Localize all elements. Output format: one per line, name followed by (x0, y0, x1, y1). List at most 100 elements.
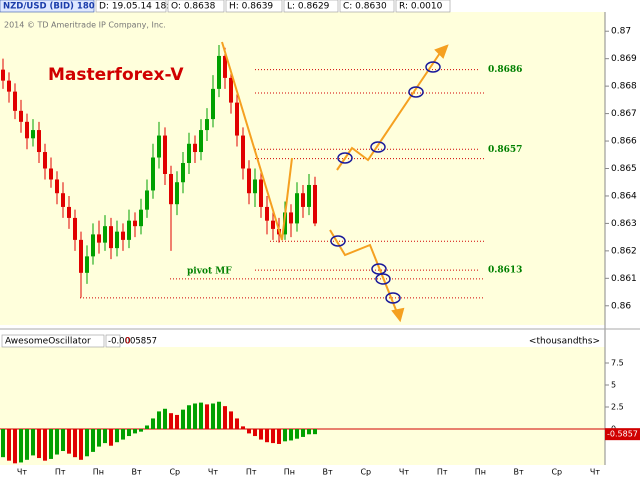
price-panel (0, 12, 605, 325)
symbol: NZD/USD (BID) 180 d 2h (3, 2, 119, 12)
header-box (339, 0, 395, 13)
osc-bar (139, 429, 143, 432)
osc-bar (121, 429, 125, 440)
candle-body (295, 193, 299, 224)
candle-body (55, 179, 59, 194)
osc-bar (19, 429, 23, 463)
candle-body (271, 220, 275, 229)
candle-body (163, 135, 167, 174)
header-date: D: 19.05.14 18:00 (99, 2, 181, 12)
x-tick-label: Пт (437, 468, 448, 477)
current-value-label: -0.5857 (607, 430, 638, 439)
candle-body (139, 209, 143, 227)
osc-bar (271, 429, 275, 444)
candle-body (223, 55, 227, 78)
osc-bar (283, 429, 287, 442)
candle-body (13, 91, 17, 111)
level-label: 0.8686 (488, 65, 522, 75)
candle-body (247, 168, 251, 194)
x-tick-label: Вт (323, 468, 333, 477)
header-box (395, 0, 451, 13)
osc-bar (103, 429, 107, 444)
osc-bar (79, 429, 83, 460)
osc-title-box (1, 334, 105, 348)
osc-bar (217, 401, 221, 430)
y-tick-label: 7.5 (611, 359, 624, 368)
marker-ellipse (370, 141, 386, 153)
osc-bar (61, 429, 65, 452)
osc-bar (31, 429, 35, 456)
candle-body (259, 179, 263, 207)
osc-bar (223, 406, 227, 430)
marker-ellipse (425, 61, 441, 73)
osc-bar (181, 409, 185, 430)
osc-bar (25, 429, 29, 460)
wave-projection-up (336, 49, 443, 171)
candle-body (229, 77, 233, 103)
candle-body (85, 256, 89, 273)
osc-bar (73, 429, 77, 458)
candle-body (301, 193, 305, 207)
candle-body (241, 135, 245, 169)
symbol-box (0, 0, 95, 13)
osc-bar (109, 429, 113, 446)
candle-body (313, 184, 317, 224)
y-tick-label: 0.861 (611, 274, 637, 284)
osc-bar (169, 413, 173, 430)
y-tick-label: 5 (611, 381, 616, 390)
candle-body (169, 173, 173, 205)
candle-body (25, 121, 29, 139)
candle-body (7, 80, 11, 92)
marker-ellipse (330, 235, 346, 247)
header-box (283, 0, 339, 13)
osc-units: <thousandths> (529, 337, 600, 347)
osc-bar (295, 429, 299, 439)
arrow-head (391, 307, 405, 323)
x-tick-label: Вт (514, 468, 524, 477)
y-tick-label: 0.863 (611, 219, 637, 229)
osc-bar (1, 429, 5, 458)
x-tick-label: Пт (246, 468, 257, 477)
osc-bar (193, 403, 197, 430)
osc-bar (13, 429, 17, 464)
header-box (225, 0, 283, 13)
candle-body (193, 143, 197, 153)
pivot-label: pivot MF (187, 266, 232, 276)
osc-bar (289, 429, 293, 441)
x-tick-label: Вт (132, 468, 142, 477)
arrow-head (434, 44, 449, 59)
osc-bar (259, 429, 263, 440)
osc-bar (301, 429, 305, 437)
candle-body (235, 102, 239, 136)
candle-body (265, 206, 269, 221)
candle-body (307, 184, 311, 207)
osc-bar (241, 426, 245, 430)
candle-body (211, 88, 215, 120)
y-tick-label: 0.86 (611, 301, 631, 311)
osc-bar (253, 429, 257, 437)
y-tick-label: 0.865 (611, 164, 637, 174)
x-tick-label: Чт (17, 468, 27, 477)
wave-line (221, 41, 293, 241)
osc-bar (229, 411, 233, 430)
y-tick-label: 0.867 (611, 109, 637, 119)
y-tick-label: 0.866 (611, 137, 637, 147)
candle-body (79, 239, 83, 273)
candle-body (103, 226, 107, 243)
x-tick-label: Ср (360, 468, 371, 477)
marker-ellipse (371, 263, 387, 275)
candle-body (43, 152, 47, 169)
candle-body (67, 206, 71, 218)
header-box (167, 0, 225, 13)
candle-body (115, 231, 119, 249)
osc-param: 0 (125, 337, 131, 347)
candle-body (73, 217, 77, 240)
osc-bar (235, 418, 239, 430)
y-tick-label: 0.869 (611, 54, 637, 64)
x-tick-label: Ср (551, 468, 562, 477)
candle-body (187, 143, 191, 164)
osc-bar (247, 429, 251, 434)
candle-body (205, 119, 209, 131)
candle-body (217, 55, 221, 89)
level-label: 0.8657 (488, 145, 522, 155)
